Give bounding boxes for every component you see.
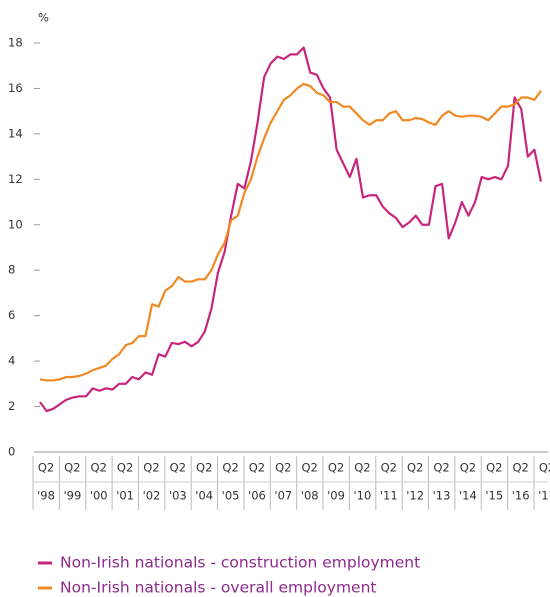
- x-tick-label: Q2: [433, 461, 449, 475]
- x-year-label: '01: [116, 489, 134, 503]
- legend-label: Non-Irish nationals - overall employment: [60, 579, 377, 597]
- y-tick-label: 12: [8, 172, 23, 186]
- x-tick-label: Q2: [328, 461, 344, 475]
- x-tick-label: Q2: [539, 461, 550, 475]
- y-tick-label: 10: [8, 217, 23, 231]
- x-year-label: '15: [485, 489, 503, 503]
- x-year-label: '16: [512, 489, 530, 503]
- x-year-label: '12: [406, 489, 424, 503]
- series-line: [39, 82, 542, 382]
- x-tick-label: Q2: [486, 461, 502, 475]
- x-year-label: '14: [459, 489, 477, 503]
- x-year-label: '06: [248, 489, 266, 503]
- legend-label: Non-Irish nationals - construction emplo…: [60, 554, 420, 572]
- y-tick-label: 4: [8, 354, 15, 368]
- x-year-label: '17: [538, 489, 550, 503]
- y-tick-label: 0: [8, 445, 15, 459]
- x-year-label: '00: [90, 489, 108, 503]
- x-tick-label: Q2: [38, 461, 54, 475]
- y-tick-label: 8: [8, 263, 15, 277]
- x-year-label: '10: [354, 489, 372, 503]
- x-tick-label: Q2: [170, 461, 186, 475]
- x-tick-label: Q2: [249, 461, 265, 475]
- x-year-label: '04: [195, 489, 213, 503]
- x-tick-label: Q2: [354, 461, 370, 475]
- y-tick-label: 18: [8, 36, 23, 50]
- x-year-label: '07: [274, 489, 292, 503]
- y-tick-label: 16: [8, 81, 23, 95]
- series-line: [39, 46, 543, 413]
- x-tick-label: Q2: [512, 461, 528, 475]
- y-tick-label: 14: [8, 126, 23, 140]
- x-tick-label: Q2: [301, 461, 317, 475]
- y-tick-label: 6: [8, 308, 15, 322]
- x-year-label: '08: [301, 489, 319, 503]
- x-tick-label: Q2: [222, 461, 238, 475]
- x-year-label: '99: [63, 489, 81, 503]
- x-tick-label: Q2: [460, 461, 476, 475]
- x-tick-label: Q2: [91, 461, 107, 475]
- x-tick-label: Q2: [117, 461, 133, 475]
- x-year-label: '05: [222, 489, 240, 503]
- x-tick-label: Q2: [381, 461, 397, 475]
- x-year-label: '03: [169, 489, 187, 503]
- y-tick-label: 2: [8, 399, 15, 413]
- x-year-label: '13: [433, 489, 451, 503]
- x-year-label: '11: [380, 489, 398, 503]
- x-tick-label: Q2: [275, 461, 291, 475]
- x-tick-label: Q2: [64, 461, 80, 475]
- x-year-label: '98: [37, 489, 55, 503]
- x-tick-label: Q2: [143, 461, 159, 475]
- x-year-label: '02: [143, 489, 161, 503]
- y-unit: %: [38, 11, 49, 25]
- x-tick-label: Q2: [407, 461, 423, 475]
- x-tick-label: Q2: [196, 461, 212, 475]
- x-year-label: '09: [327, 489, 345, 503]
